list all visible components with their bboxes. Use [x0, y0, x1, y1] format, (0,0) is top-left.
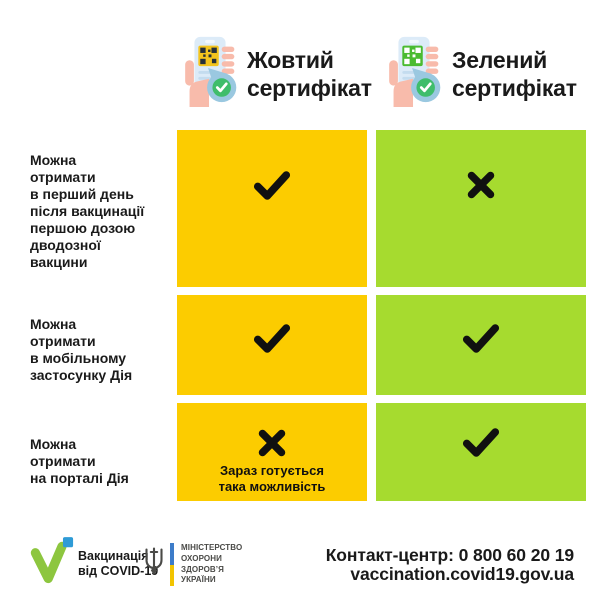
- cell-green-row2: [376, 295, 586, 395]
- vaccination-website-link[interactable]: vaccination.covid19.gov.ua: [350, 564, 574, 584]
- vaccination-v-logo-icon: [30, 537, 74, 584]
- phone-qr-green-icon: [389, 36, 441, 107]
- yellow-certificate-title: Жовтий сертифікат: [247, 46, 372, 102]
- cross-icon: [467, 171, 495, 199]
- cell-yellow-row3: Зараз готується така можливість: [177, 403, 367, 501]
- row2-label: Можна отримати в мобільному застосунку Д…: [30, 316, 133, 383]
- cell-green-row3: [376, 403, 586, 501]
- row1-label: Можна отримати в перший день після вакци…: [30, 152, 145, 270]
- green-certificate-title-line: Зелений: [452, 47, 548, 73]
- check-icon: [462, 428, 500, 457]
- cross-icon: [258, 429, 286, 457]
- yellow-certificate-title-line: Жовтий: [247, 47, 334, 73]
- ministry-of-health-text: МІНІСТЕРСТВО ОХОРОНИ ЗДОРОВ’Я УКРАЇНИ: [181, 543, 243, 585]
- cell-yellow-row1: [177, 130, 367, 287]
- check-icon: [253, 171, 291, 200]
- cell-green-row1: [376, 130, 586, 287]
- ukraine-trident-icon: [145, 547, 163, 575]
- contact-block: Контакт-центр: 0 800 60 20 19 vaccinatio…: [326, 546, 574, 584]
- check-icon: [253, 324, 291, 353]
- phone-qr-yellow-icon: [185, 36, 237, 107]
- cell-yellow-row2: [177, 295, 367, 395]
- row3-label: Можна отримати на порталі Дія: [30, 436, 129, 486]
- check-icon: [462, 324, 500, 353]
- green-certificate-title: Зелений сертифікат: [452, 46, 577, 102]
- vaccination-brand-text: Вакцинація від COVID-19: [78, 549, 159, 578]
- green-certificate-title-line: сертифікат: [452, 75, 577, 101]
- contact-center-phone: Контакт-центр: 0 800 60 20 19: [325, 545, 574, 565]
- yellow-portal-note: Зараз готується така можливість: [218, 463, 326, 494]
- moz-flag-bar: [170, 543, 174, 586]
- yellow-certificate-title-line: сертифікат: [247, 75, 372, 101]
